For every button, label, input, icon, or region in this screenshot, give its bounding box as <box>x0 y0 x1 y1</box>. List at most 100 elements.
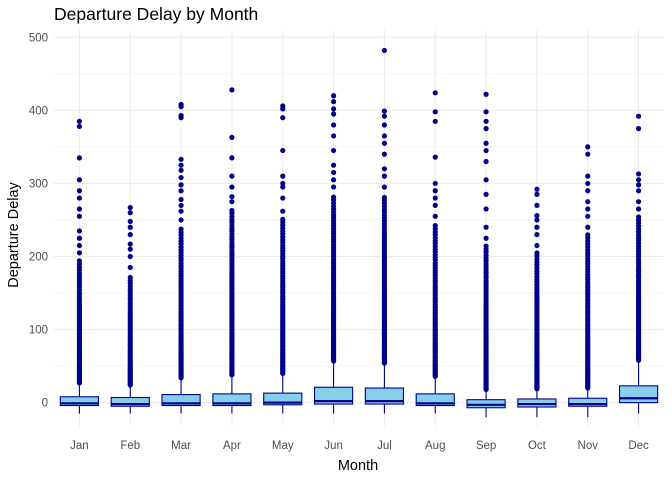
outlier-point <box>585 199 591 205</box>
box-iqr <box>161 394 201 407</box>
outlier-point <box>432 109 438 115</box>
box-dec <box>618 113 659 414</box>
x-axis-ticks: Jan Feb Mar Apr May Jun Jul Aug Sep Oct Nov Dec <box>70 440 649 452</box>
outlier-point <box>635 126 642 132</box>
outlier-point <box>635 171 642 177</box>
outlier-point <box>381 122 388 128</box>
outlier-point <box>280 173 286 179</box>
box-iqr <box>110 396 150 407</box>
box-iqr <box>415 393 455 407</box>
outlier-point <box>381 47 388 54</box>
outlier-point <box>585 151 591 157</box>
outlier-point <box>76 213 83 219</box>
grid-lines <box>54 30 664 426</box>
outlier-point <box>229 193 235 200</box>
outlier-point <box>635 206 642 212</box>
outlier-point <box>381 184 388 190</box>
outliers-dense <box>178 226 184 381</box>
outlier-point <box>635 188 642 194</box>
outlier-point <box>280 195 286 201</box>
outlier-point <box>330 99 337 105</box>
outlier-point <box>280 184 286 190</box>
outlier-point <box>76 155 83 161</box>
outlier-point <box>76 123 83 130</box>
outlier-point <box>381 166 388 172</box>
outlier-point <box>330 147 337 154</box>
outliers-dense <box>127 274 133 388</box>
outlier-point <box>280 147 286 154</box>
outlier-point <box>178 208 184 214</box>
outlier-point <box>178 182 184 188</box>
y-tick-label: 400 <box>29 105 48 117</box>
outlier-point <box>229 155 235 161</box>
outlier-point <box>178 162 184 168</box>
outlier-point <box>483 191 489 197</box>
y-tick-label: 200 <box>29 251 48 263</box>
x-tick-label: Nov <box>578 440 599 452</box>
box-iqr <box>212 393 252 407</box>
box-iqr <box>618 385 659 404</box>
outlier-point <box>330 169 337 176</box>
outlier-point <box>635 177 642 183</box>
outlier-point <box>127 210 133 216</box>
outlier-point <box>330 93 337 99</box>
outlier-point <box>585 144 591 150</box>
outlier-point <box>280 103 286 109</box>
x-tick-label: May <box>272 440 294 452</box>
box-jan <box>59 118 100 414</box>
x-tick-label: Jan <box>70 440 89 452</box>
box-iqr <box>568 397 608 407</box>
outlier-point <box>483 177 489 183</box>
outliers-dense <box>585 232 591 391</box>
outlier-point <box>635 214 642 220</box>
outlier-point <box>534 191 540 197</box>
outlier-point <box>229 87 235 93</box>
outlier-point <box>534 231 540 238</box>
outlier-point <box>483 243 489 249</box>
outlier-point <box>381 108 388 114</box>
outlier-point <box>585 188 591 194</box>
outliers-dense <box>76 258 83 386</box>
outlier-point <box>483 91 489 97</box>
outlier-point <box>76 195 83 201</box>
outlier-point <box>178 112 184 119</box>
outlier-point <box>635 182 642 188</box>
y-tick-label: 500 <box>29 32 48 44</box>
outlier-point <box>635 113 642 119</box>
outlier-point <box>76 118 83 124</box>
outlier-point <box>381 133 388 139</box>
outlier-point <box>76 206 83 212</box>
outlier-point <box>381 140 388 146</box>
x-tick-label: Sep <box>476 440 496 452</box>
outlier-point <box>76 188 83 194</box>
box-feb <box>110 204 150 414</box>
box-iqr <box>263 392 303 406</box>
outlier-point <box>330 184 337 190</box>
outlier-point <box>330 122 337 128</box>
outlier-point <box>381 173 388 179</box>
outlier-point <box>432 90 438 96</box>
outlier-point <box>330 194 337 200</box>
outlier-point <box>585 213 591 219</box>
outlier-point <box>432 118 438 124</box>
y-tick-label: 300 <box>29 178 48 190</box>
outlier-point <box>483 147 489 154</box>
box-iqr <box>313 386 354 405</box>
box-mar <box>161 101 201 414</box>
outlier-point <box>585 206 591 212</box>
outlier-point <box>178 188 184 194</box>
outlier-point <box>178 202 184 208</box>
outlier-point <box>483 118 489 124</box>
x-axis-title: Month <box>338 458 378 474</box>
outlier-point <box>280 115 286 121</box>
outlier-point <box>330 106 337 112</box>
outlier-point <box>76 177 83 183</box>
outlier-point <box>534 250 540 256</box>
outlier-point <box>534 212 540 219</box>
outlier-point <box>76 250 83 256</box>
outliers-dense <box>330 194 337 364</box>
outlier-point <box>483 140 489 146</box>
outlier-point <box>381 194 388 201</box>
outlier-point <box>534 217 540 223</box>
outlier-point <box>330 111 337 117</box>
